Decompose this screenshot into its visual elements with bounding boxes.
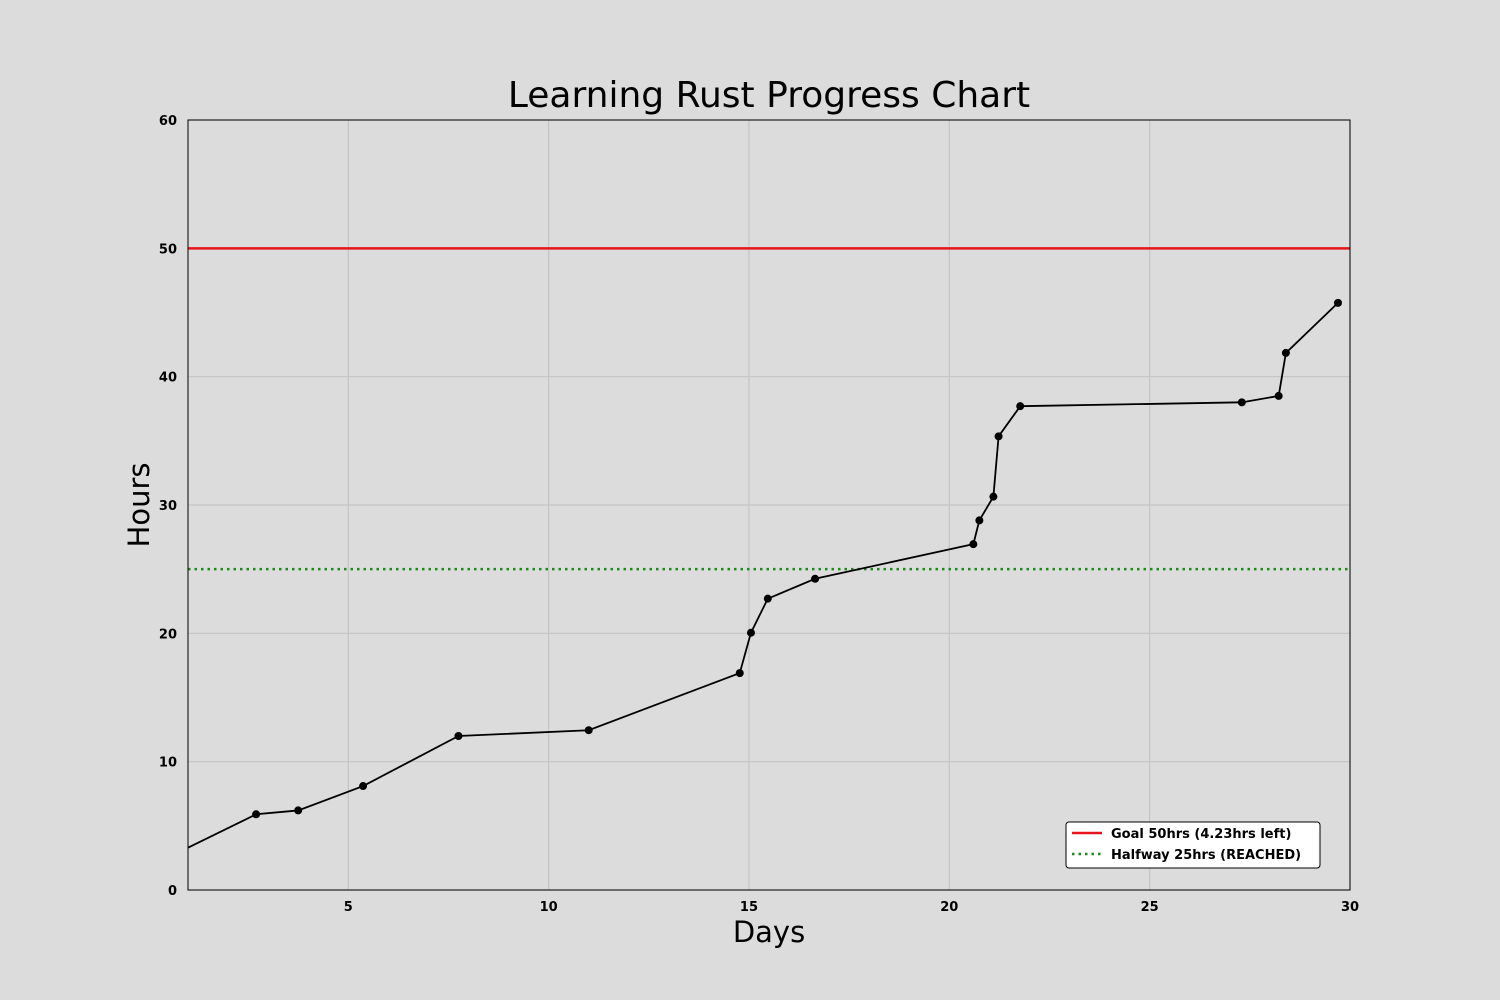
- x-tick-label: 20: [940, 900, 958, 915]
- y-tick-label: 50: [159, 242, 177, 257]
- x-axis-label: Days: [733, 915, 805, 949]
- y-axis-label: Hours: [122, 463, 156, 548]
- data-point: [294, 806, 303, 815]
- legend: Goal 50hrs (4.23hrs left) Halfway 25hrs …: [1065, 821, 1321, 869]
- data-point: [989, 492, 998, 501]
- data-point: [746, 628, 755, 637]
- legend-halfway-label: Halfway 25hrs (REACHED): [1111, 848, 1301, 863]
- data-point: [454, 732, 463, 740]
- data-point: [359, 782, 368, 791]
- y-tick-label: 30: [159, 499, 177, 514]
- y-tick-label: 10: [159, 756, 177, 771]
- x-tick-label: 5: [344, 900, 353, 915]
- chart-title: Learning Rust Progress Chart: [508, 75, 1030, 116]
- x-tick-label: 10: [540, 900, 558, 915]
- data-point: [1237, 398, 1246, 407]
- x-tick-label: 15: [740, 900, 758, 915]
- y-tick-label: 60: [159, 114, 177, 129]
- data-point: [763, 594, 772, 603]
- data-point: [975, 516, 984, 525]
- data-point: [811, 574, 820, 583]
- legend-goal-label: Goal 50hrs (4.23hrs left): [1111, 827, 1291, 842]
- y-tick-label: 0: [168, 884, 177, 899]
- data-point: [1281, 348, 1290, 357]
- data-series: [187, 298, 1342, 849]
- plot-frame: [187, 119, 1351, 891]
- data-point: [584, 726, 593, 735]
- data-point: [735, 669, 744, 678]
- x-tick-label: 25: [1141, 900, 1159, 915]
- y-tick-label: 20: [159, 627, 177, 642]
- reference-lines: [188, 247, 1350, 571]
- data-point: [252, 810, 261, 819]
- x-tick-label: 30: [1341, 900, 1359, 915]
- data-point: [994, 432, 1003, 441]
- data-point: [1333, 298, 1342, 307]
- legend-box: [1065, 821, 1321, 869]
- x-axis-ticks: 5 10 15 20 25 30: [344, 900, 1359, 915]
- y-tick-label: 40: [159, 371, 177, 386]
- data-point: [969, 540, 978, 549]
- data-point: [1274, 391, 1283, 400]
- y-axis-ticks: 0 10 20 30 40 50 60: [159, 114, 177, 899]
- data-point: [1016, 402, 1025, 411]
